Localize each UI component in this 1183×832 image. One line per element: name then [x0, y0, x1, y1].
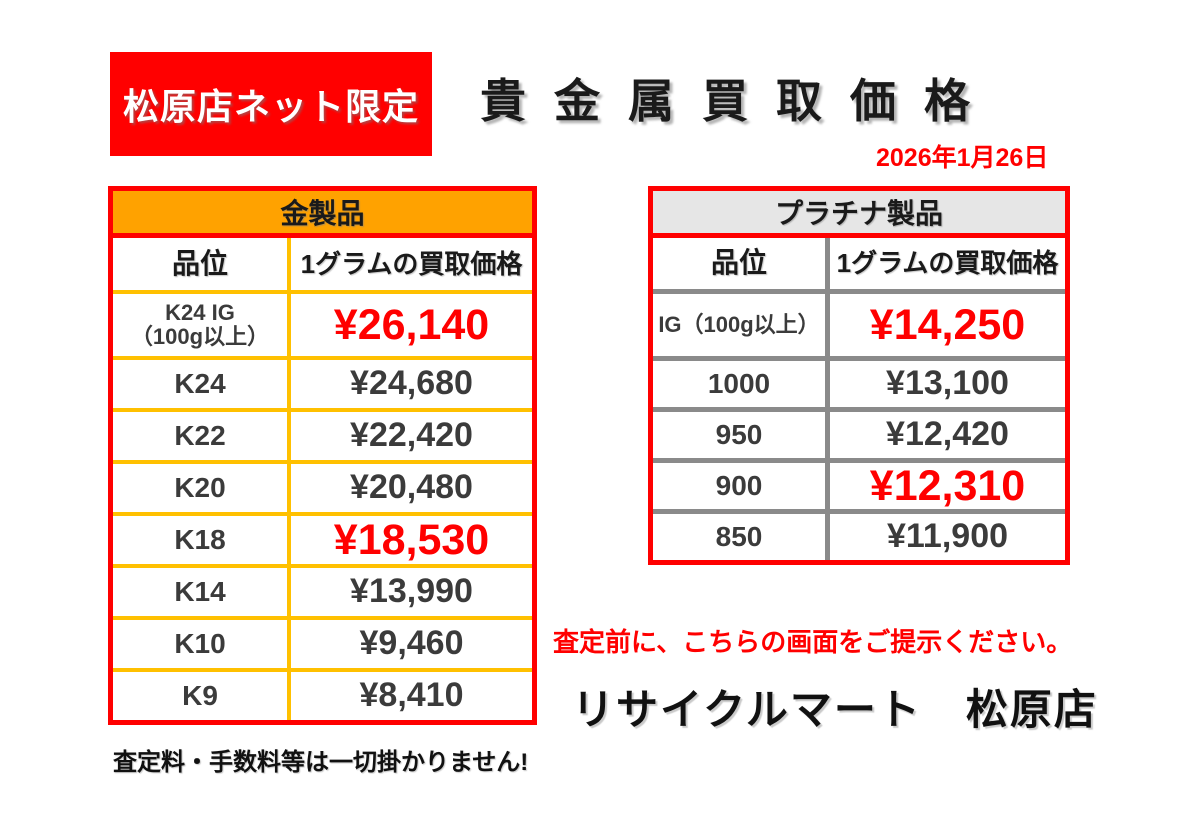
table-row: K20 ¥20,480 — [113, 460, 532, 512]
price-cell: ¥14,250 — [869, 300, 1026, 349]
platinum-table-title: プラチナ製品 — [653, 191, 1065, 238]
table-row: K24 IG （100g以上） ¥26,140 — [113, 290, 532, 356]
grade-cell: 1000 — [653, 361, 830, 407]
gold-column-header-row: 品位 1グラムの買取価格 — [113, 238, 532, 290]
page-title: 貴金属買取価格 — [480, 75, 998, 127]
table-row: 1000 ¥13,100 — [653, 356, 1065, 407]
grade-cell: 850 — [653, 514, 830, 560]
price-cell: ¥13,100 — [886, 364, 1009, 403]
table-row: K22 ¥22,420 — [113, 408, 532, 460]
price-cell: ¥9,460 — [359, 624, 464, 663]
gold-col-price: 1グラムの買取価格 — [300, 248, 523, 279]
gold-table-title: 金製品 — [113, 191, 532, 238]
table-row: IG（100g以上） ¥14,250 — [653, 289, 1065, 356]
price-cell: ¥12,420 — [886, 415, 1009, 454]
grade-cell: IG（100g以上） — [653, 294, 830, 356]
grade-cell: K10 — [113, 620, 291, 668]
grade-cell: K14 — [113, 568, 291, 616]
table-row: K14 ¥13,990 — [113, 564, 532, 616]
gold-col-grade: 品位 — [113, 238, 291, 290]
store-name: リサイクルマート 松原店 — [572, 686, 1098, 733]
platinum-col-price: 1グラムの買取価格 — [836, 248, 1059, 279]
grade-cell: 900 — [653, 463, 830, 509]
platinum-col-grade: 品位 — [653, 238, 830, 289]
no-fee-note: 査定料・手数料等は一切掛かりません! — [113, 749, 529, 776]
price-cell: ¥26,140 — [333, 300, 490, 349]
price-cell: ¥20,480 — [350, 468, 473, 507]
price-cell: ¥24,680 — [350, 364, 473, 403]
platinum-price-table: プラチナ製品 品位 1グラムの買取価格 IG（100g以上） ¥14,250 1… — [648, 186, 1070, 565]
table-row: K10 ¥9,460 — [113, 616, 532, 668]
platinum-column-header-row: 品位 1グラムの買取価格 — [653, 238, 1065, 289]
grade-cell: K9 — [113, 672, 291, 720]
gold-price-table: 金製品 品位 1グラムの買取価格 K24 IG （100g以上） ¥26,140… — [108, 186, 537, 725]
grade-cell: K24 IG （100g以上） — [113, 294, 291, 356]
table-row: K9 ¥8,410 — [113, 668, 532, 720]
grade-cell: 950 — [653, 412, 830, 458]
grade-cell: K24 — [113, 360, 291, 408]
grade-cell: K20 — [113, 464, 291, 512]
table-row: K24 ¥24,680 — [113, 356, 532, 408]
grade-cell: K18 — [113, 516, 291, 564]
present-screen-note: 査定前に、こちらの画面をご提示ください。 — [553, 627, 1073, 657]
price-cell: ¥18,530 — [333, 515, 490, 564]
table-row: 900 ¥12,310 — [653, 458, 1065, 509]
net-limited-banner: 松原店ネット限定 — [110, 52, 432, 156]
price-cell: ¥12,310 — [869, 461, 1026, 510]
table-row: 850 ¥11,900 — [653, 509, 1065, 560]
grade-cell: K22 — [113, 412, 291, 460]
price-cell: ¥13,990 — [350, 572, 473, 611]
price-cell: ¥22,420 — [350, 416, 473, 455]
table-row: 950 ¥12,420 — [653, 407, 1065, 458]
price-date: 2026年1月26日 — [876, 144, 1049, 172]
table-row: K18 ¥18,530 — [113, 512, 532, 564]
price-cell: ¥11,900 — [886, 517, 1009, 556]
net-limited-label: 松原店ネット限定 — [122, 86, 419, 127]
price-cell: ¥8,410 — [359, 676, 464, 715]
